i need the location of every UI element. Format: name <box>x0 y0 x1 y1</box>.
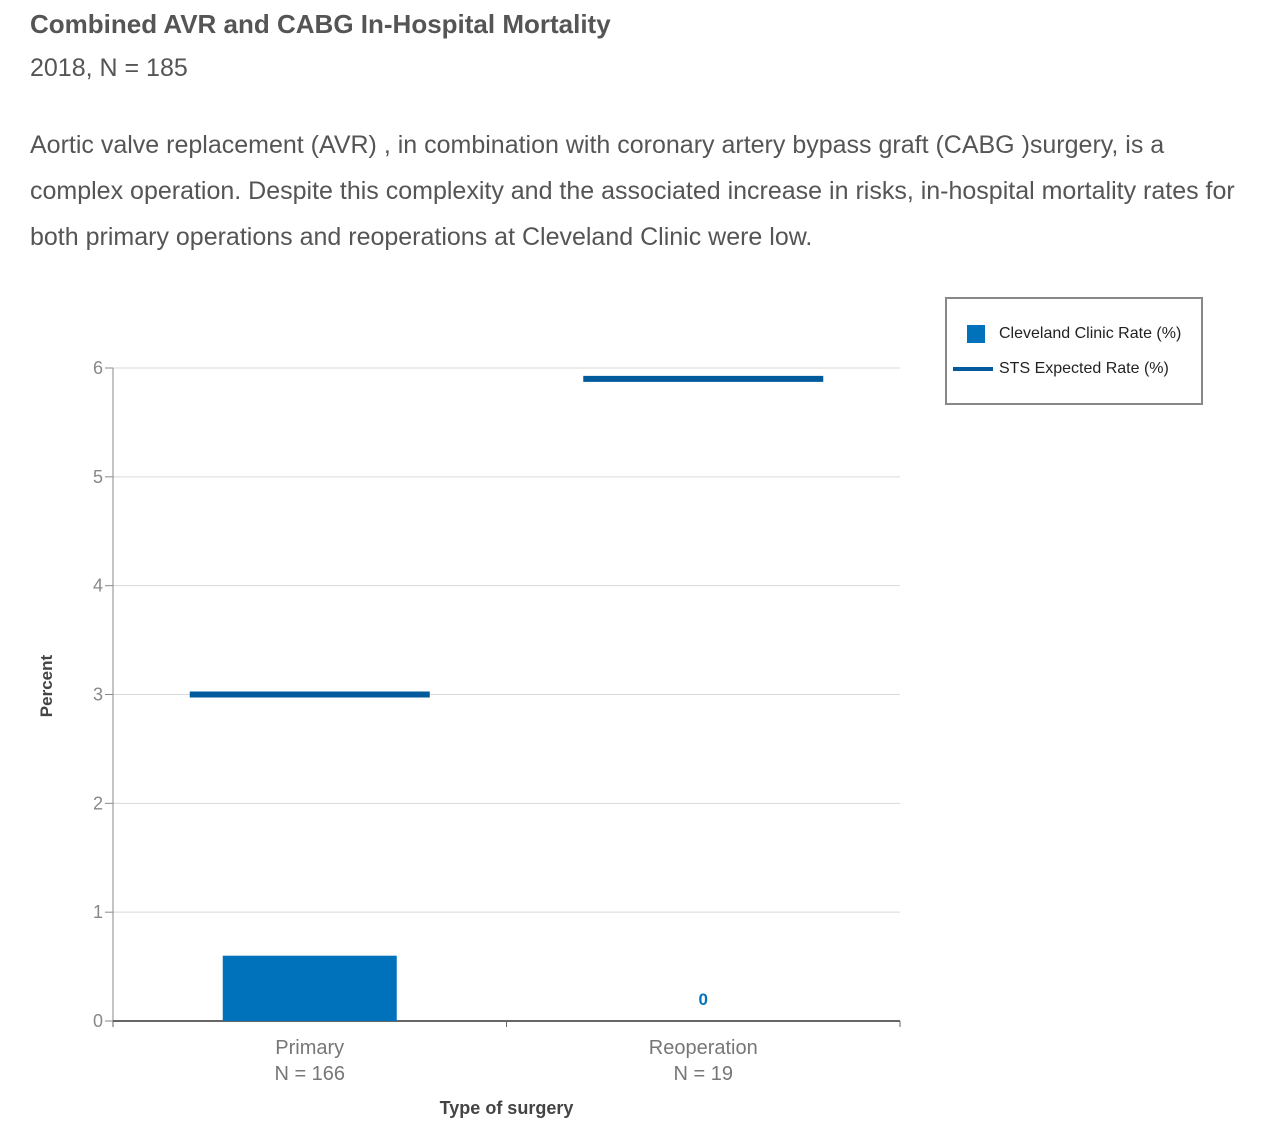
x-category-label: Primary <box>275 1037 344 1059</box>
legend-item-cleveland-rate[interactable]: Cleveland Clinic Rate (%) <box>953 322 1181 346</box>
legend-label: Cleveland Clinic Rate (%) <box>999 325 1182 342</box>
x-category-label: Reoperation <box>649 1037 758 1059</box>
legend-item-sts-rate[interactable]: STS Expected Rate (%) <box>953 357 1169 381</box>
chart-title: Combined AVR and CABG In-Hospital Mortal… <box>30 9 611 39</box>
y-tick-label: 0 <box>93 1011 103 1031</box>
x-category-sublabel: N = 166 <box>274 1063 345 1085</box>
legend-line-swatch <box>953 367 993 371</box>
y-axis-title: Percent <box>37 654 56 717</box>
y-tick-label: 5 <box>93 467 103 487</box>
chart-subtitle: 2018, N = 185 <box>30 54 188 82</box>
y-tick-label: 1 <box>93 902 103 922</box>
legend-bar-swatch <box>967 325 985 343</box>
x-axis-title: Type of surgery <box>440 1098 574 1118</box>
chart-header: Combined AVR and CABG In-Hospital Mortal… <box>30 6 1260 260</box>
data-label: 0 <box>699 990 708 1009</box>
y-tick-label: 3 <box>93 685 103 705</box>
chart-description: Aortic valve replacement (AVR) , in comb… <box>30 131 1235 251</box>
legend-label: STS Expected Rate (%) <box>999 360 1169 377</box>
y-tick-label: 6 <box>93 358 103 378</box>
y-tick-label: 2 <box>93 793 103 813</box>
bar-primary <box>222 955 397 1021</box>
x-category-sublabel: N = 19 <box>674 1063 733 1085</box>
chart-legend: Cleveland Clinic Rate (%) STS Expected R… <box>945 297 1203 405</box>
y-tick-label: 4 <box>93 576 103 596</box>
